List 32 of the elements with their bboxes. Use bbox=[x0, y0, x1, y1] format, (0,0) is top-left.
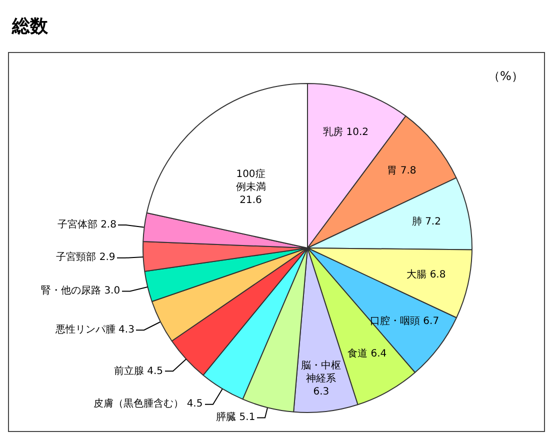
data-label: 4.5 bbox=[186, 398, 203, 410]
data-label: 2.9 bbox=[99, 252, 116, 264]
data-label: 6.4 bbox=[370, 348, 387, 360]
data-label: 2.8 bbox=[100, 219, 116, 230]
slice-label: 子宮頸部 bbox=[56, 251, 96, 264]
data-label: 5.1 bbox=[239, 412, 256, 423]
slice-label: 脳・中枢神経系 bbox=[301, 360, 342, 385]
data-label: 6.7 bbox=[423, 316, 440, 328]
data-label: 7.8 bbox=[400, 166, 416, 177]
data-label: 21.6 bbox=[240, 195, 262, 206]
data-label: 4.3 bbox=[118, 324, 134, 336]
slice-label: 100症例未満 bbox=[236, 168, 266, 194]
data-label: 3.0 bbox=[104, 285, 120, 296]
data-label: 10.2 bbox=[346, 127, 369, 138]
slice-label: 悪性リンパ腫 bbox=[54, 324, 116, 336]
chart-title: 総数 bbox=[12, 15, 48, 38]
text: （%） bbox=[488, 68, 524, 85]
data-label: 7.2 bbox=[425, 216, 441, 228]
slice-label: 子宮体部 bbox=[57, 218, 98, 230]
slice-label: 大腸 bbox=[406, 268, 427, 281]
slice-label: 膵臓 bbox=[216, 410, 236, 423]
slice-label: 食道 bbox=[348, 348, 368, 360]
data-label: 6.3 bbox=[313, 386, 330, 398]
data-label: 4.5 bbox=[147, 366, 164, 377]
slice-label: 胃 bbox=[387, 166, 398, 177]
slice-label: 肺 bbox=[412, 216, 422, 228]
slice-label: 皮膚（黒色腫含む） bbox=[94, 398, 184, 410]
data-label: 6.8 bbox=[430, 270, 446, 281]
slice-label: 口腔・咽頭 bbox=[370, 315, 420, 328]
slice-label: 乳房 bbox=[323, 126, 344, 138]
slice-label: 腎・他の尿路 bbox=[41, 284, 102, 296]
slice-label: 前立腺 bbox=[114, 364, 144, 377]
